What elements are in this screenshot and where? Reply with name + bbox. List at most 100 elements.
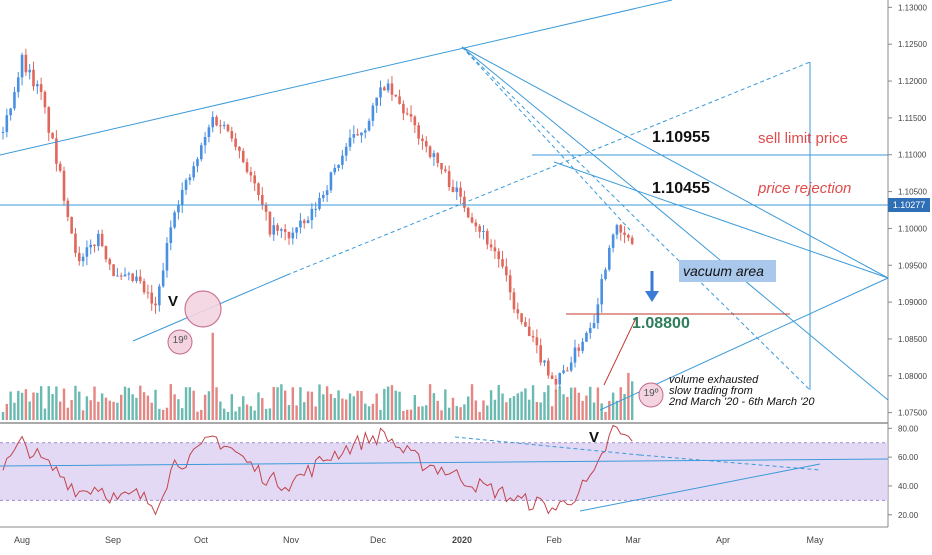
candle-body: [630, 237, 634, 244]
candle-body: [527, 326, 531, 337]
candle-body: [249, 171, 253, 176]
candle-body: [62, 170, 66, 201]
volume-bar: [13, 402, 16, 420]
volume-bar: [371, 403, 375, 420]
volume-bar: [444, 389, 447, 420]
volume-bar: [161, 409, 165, 420]
volume-bar: [238, 406, 241, 420]
candle-body: [131, 273, 134, 281]
volume-bar: [463, 404, 466, 420]
candle-body: [424, 141, 428, 147]
oscillator-tick-label: 60.00: [898, 453, 919, 462]
volume-bar: [440, 410, 443, 420]
volume-bar: [539, 402, 542, 420]
price-tick-label: 1.10000: [898, 224, 927, 233]
volume-bar: [261, 398, 264, 420]
volume-bar: [421, 406, 424, 420]
candle-body: [524, 321, 527, 327]
volume-bar: [451, 397, 455, 420]
candle-body: [108, 259, 112, 265]
volume-bar: [257, 392, 260, 420]
candle-body: [577, 347, 581, 351]
volume-bar: [508, 398, 512, 420]
candle-body: [379, 87, 382, 98]
v-marker-oscillator: V: [589, 429, 600, 446]
oscillator-tick-label: 40.00: [898, 482, 919, 491]
volume-bar: [432, 393, 436, 420]
candle-body: [85, 247, 89, 257]
candle-body: [207, 127, 211, 138]
price-tick-label: 1.11000: [898, 151, 927, 160]
volume-bar: [333, 398, 336, 420]
level-low-label: 1.08800: [632, 315, 690, 332]
volume-bar: [226, 411, 230, 420]
candle-body: [32, 69, 35, 87]
angle-marker-left: 19º: [172, 335, 188, 346]
candle-body: [615, 225, 619, 235]
candle-body: [39, 84, 43, 92]
candle-body: [554, 378, 558, 385]
volume-bar: [173, 394, 176, 420]
candle-body: [451, 187, 455, 193]
volume-bar: [375, 393, 378, 420]
volume-bar: [181, 408, 184, 420]
volume-bar: [566, 396, 569, 420]
candle-body: [386, 83, 390, 91]
candle-body: [20, 54, 24, 78]
volume-bar: [337, 390, 340, 420]
candle-body: [184, 180, 188, 190]
volume-bar: [550, 406, 554, 420]
volume-bar: [74, 385, 77, 420]
candle-body: [337, 164, 340, 168]
volume-bar: [93, 386, 96, 420]
candle-body: [291, 232, 295, 239]
volume-bar: [242, 396, 245, 420]
time-tick-label: Nov: [283, 535, 300, 545]
volume-bar: [364, 403, 367, 420]
volume-bar: [329, 393, 333, 420]
candle-body: [196, 159, 199, 167]
volume-bar: [165, 407, 169, 420]
candle-body: [272, 225, 276, 235]
candle-body: [447, 171, 451, 188]
candle-body: [283, 229, 287, 232]
volume-bar: [447, 407, 451, 420]
volume-bar: [215, 387, 218, 420]
candle-body: [74, 233, 77, 253]
volume-bar: [348, 393, 352, 420]
volume-bar: [245, 404, 249, 420]
volume-bar: [398, 391, 401, 420]
volume-bar: [36, 392, 39, 420]
volume-bar: [497, 385, 500, 420]
volume-bar: [558, 386, 561, 420]
oscillator-line: [2, 424, 633, 516]
candle-body: [440, 163, 443, 170]
volume-bar: [413, 395, 417, 420]
volume-bar: [352, 396, 356, 420]
candle-body: [459, 187, 462, 197]
volume-bar: [299, 387, 302, 420]
candle-body: [43, 91, 47, 108]
candle-body: [116, 275, 119, 277]
volume-bar: [467, 396, 470, 420]
candle-body: [70, 216, 73, 234]
volume-bar: [280, 384, 283, 420]
volume-bar: [543, 392, 546, 420]
volume-bar: [112, 401, 115, 420]
volume-bar: [51, 393, 54, 420]
candle-body: [360, 132, 363, 136]
candle-body: [58, 163, 62, 171]
candle-body: [516, 309, 520, 314]
volume-bar: [344, 399, 348, 420]
candle-body: [474, 222, 478, 227]
time-tick-label: Dec: [370, 535, 387, 545]
candle-body: [16, 77, 20, 93]
candle-body: [36, 84, 39, 87]
candle-body: [432, 153, 436, 158]
candle-body: [142, 281, 146, 293]
volume-bar: [325, 386, 329, 420]
candle-body: [245, 162, 249, 172]
downtrend-line-dashed-1: [461, 46, 811, 391]
candle-body: [585, 333, 588, 342]
candle-body: [558, 373, 562, 385]
